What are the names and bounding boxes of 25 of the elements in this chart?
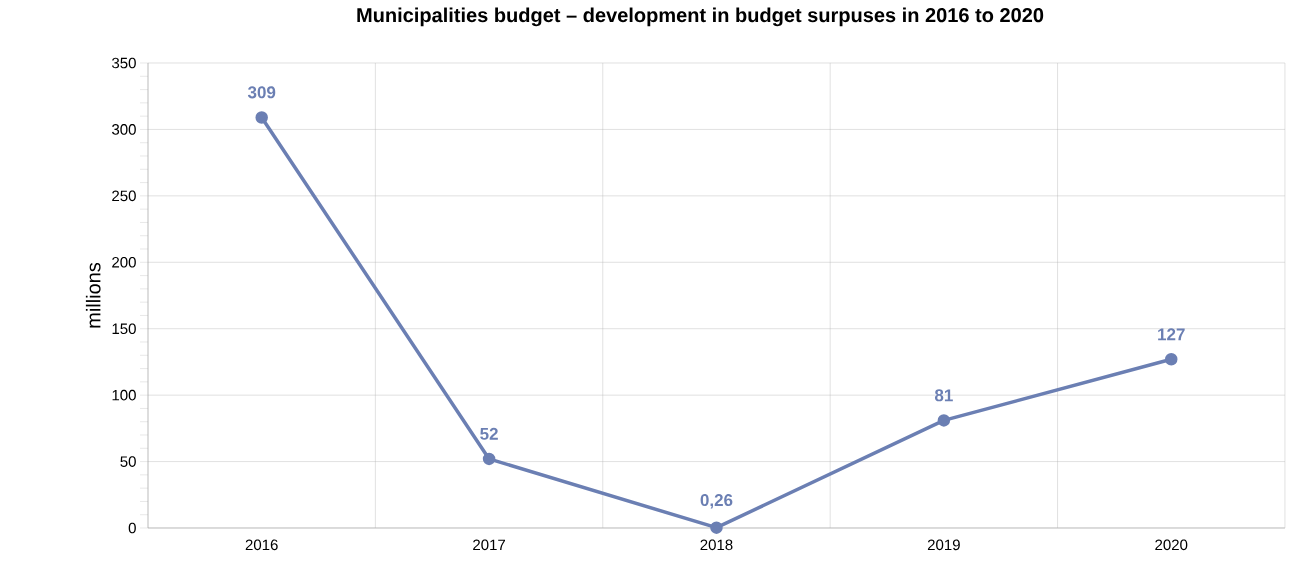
y-tick-label: 150 — [112, 323, 136, 335]
y-tick-label: 200 — [112, 256, 136, 268]
point — [937, 414, 951, 427]
y-axis-title: millions — [85, 262, 101, 328]
point — [255, 111, 268, 124]
data-label: 81 — [934, 389, 953, 402]
data-label: 127 — [1158, 328, 1185, 341]
point — [1165, 353, 1178, 366]
x-tick-label: 2017 — [473, 539, 506, 551]
chart-title: Municipalities budget – development in budget surpuses in 2016 to 2020 — [357, 7, 1044, 27]
point — [482, 452, 496, 466]
y-tick-label: 100 — [112, 389, 136, 401]
x-tick-label: 2016 — [245, 539, 278, 551]
y-tick-label: 50 — [120, 456, 136, 467]
data-label: 52 — [480, 427, 498, 440]
x-tick-label: 2020 — [1155, 539, 1188, 551]
y-tick-label: 0 — [128, 522, 136, 534]
point — [710, 521, 723, 534]
y-tick-label: 250 — [112, 190, 136, 202]
x-tick-label: 2019 — [927, 539, 960, 551]
data-label: 0,26 — [700, 494, 733, 509]
x-tick-label: 2018 — [700, 539, 733, 551]
data-label: 309 — [247, 86, 276, 99]
y-tick-label: 350 — [112, 57, 136, 69]
y-tick-label: 300 — [112, 124, 136, 135]
